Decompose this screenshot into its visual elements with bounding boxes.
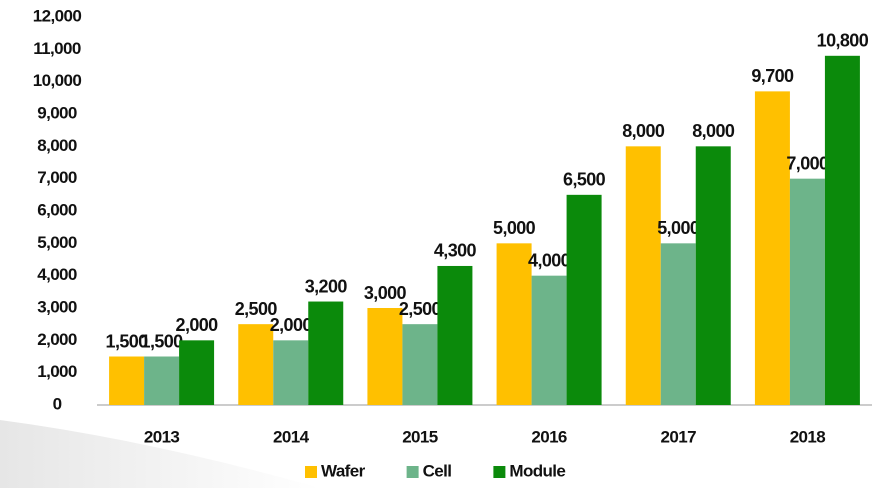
bar — [308, 301, 344, 405]
value-label: 2,500 — [235, 299, 278, 319]
value-label: 1,500 — [106, 331, 149, 351]
value-label: 3,200 — [305, 276, 348, 296]
bar — [109, 356, 145, 405]
legend-label: Wafer — [321, 461, 366, 480]
value-label: 3,000 — [364, 283, 407, 303]
bar — [238, 324, 274, 405]
bar — [625, 146, 661, 406]
legend-swatch — [406, 466, 419, 478]
y-tick-label: 3,000 — [37, 297, 77, 316]
x-tick-label: 2013 — [144, 427, 180, 446]
value-label: 9,700 — [751, 66, 794, 86]
y-tick-label: 1,000 — [37, 362, 77, 381]
value-label: 8,000 — [622, 121, 665, 141]
value-label: 5,000 — [493, 218, 536, 238]
y-tick-label: 11,000 — [33, 39, 81, 58]
value-label: 6,500 — [563, 170, 606, 190]
y-tick-label: 6,000 — [37, 200, 77, 219]
y-tick-label: 8,000 — [37, 136, 77, 155]
background-swoosh — [0, 420, 320, 488]
bar — [660, 243, 696, 405]
y-tick-label: 7,000 — [37, 168, 77, 187]
bar — [531, 275, 567, 405]
bar — [754, 91, 790, 405]
y-tick-label: 2,000 — [37, 330, 77, 349]
bar — [566, 194, 602, 405]
value-label: 10,800 — [817, 31, 869, 51]
bar — [179, 340, 215, 405]
value-label: 7,000 — [786, 153, 829, 173]
bar — [437, 265, 473, 405]
bar — [273, 340, 309, 405]
bar — [402, 324, 438, 405]
legend-label: Module — [509, 461, 565, 480]
value-label: 2,500 — [399, 299, 442, 319]
y-tick-label: 10,000 — [33, 71, 82, 90]
legend-swatch — [305, 466, 317, 478]
x-tick-label: 2016 — [531, 427, 567, 446]
value-label: 2,000 — [176, 315, 219, 335]
value-label: 8,000 — [692, 121, 735, 141]
y-tick-label: 4,000 — [37, 265, 77, 284]
bar — [367, 308, 403, 405]
value-label: 4,300 — [434, 241, 477, 261]
legend-label: Cell — [423, 461, 452, 480]
bar — [144, 356, 180, 405]
bar — [789, 178, 825, 405]
value-label: 5,000 — [657, 218, 700, 238]
bar — [824, 55, 860, 406]
bar — [695, 146, 731, 406]
value-label: 2,000 — [270, 315, 313, 335]
legend-swatch — [493, 466, 506, 478]
x-tick-label: 2014 — [273, 427, 310, 446]
value-label: 1,500 — [141, 331, 184, 351]
x-tick-label: 2017 — [661, 427, 697, 446]
value-label: 4,000 — [528, 250, 571, 270]
y-tick-label: 9,000 — [37, 103, 77, 122]
bar — [496, 243, 532, 405]
x-tick-label: 2018 — [790, 427, 826, 446]
y-tick-label: 12,000 — [33, 6, 82, 25]
y-tick-label: 5,000 — [37, 233, 77, 252]
y-tick-label: 0 — [53, 394, 62, 413]
x-tick-label: 2015 — [402, 427, 438, 446]
